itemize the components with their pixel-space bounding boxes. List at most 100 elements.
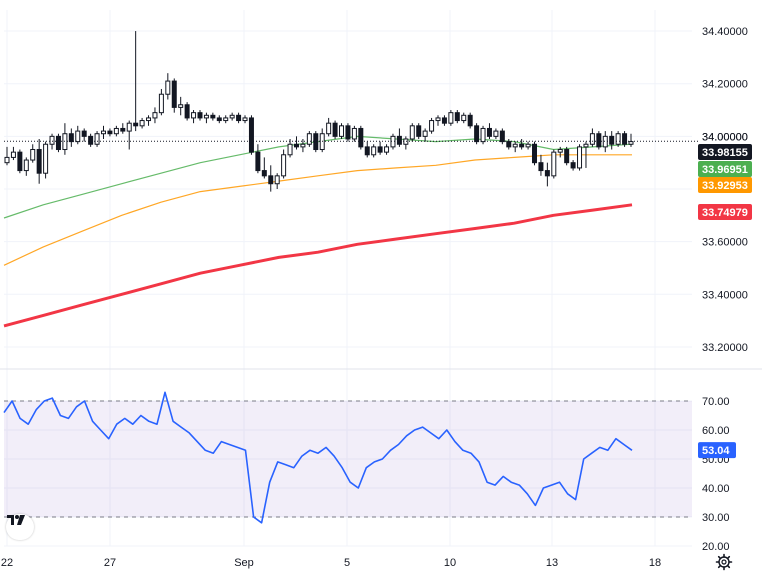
candle: [499, 128, 505, 145]
candle: [332, 120, 338, 139]
candle: [557, 146, 563, 158]
candle: [197, 110, 203, 121]
candle: [602, 131, 608, 153]
candle: [416, 123, 422, 139]
candle-body: [248, 117, 254, 153]
candle-body: [499, 130, 505, 143]
candle-body: [377, 146, 383, 153]
price-axis-label: 33.20000: [702, 342, 748, 354]
candle: [532, 141, 538, 166]
candle-body: [493, 130, 499, 137]
candle: [351, 125, 357, 142]
candle: [564, 146, 570, 166]
candle-body: [628, 141, 634, 145]
candle-body: [409, 125, 415, 140]
tradingview-logo[interactable]: [6, 514, 34, 540]
rsi-line: [3, 391, 633, 524]
candle-body: [602, 135, 608, 148]
candle: [544, 162, 550, 187]
price-axis-label-covered: 34.00000: [702, 131, 748, 143]
candle-body: [557, 149, 563, 153]
candle: [68, 128, 74, 147]
candle-body: [532, 143, 538, 164]
candlesticks: [4, 31, 634, 192]
candle: [242, 115, 248, 124]
price-labels: 34.00000 33.98155 33.96951 33.92953 33.74979…: [698, 131, 752, 459]
candle-body: [358, 127, 364, 148]
candle: [248, 115, 254, 155]
candle-body: [422, 130, 428, 137]
candle-body: [474, 125, 480, 143]
candle-body: [171, 80, 177, 108]
candle: [146, 115, 152, 126]
candle-body: [506, 141, 512, 148]
price-badge: 33.92953: [698, 177, 752, 193]
candle: [422, 128, 428, 142]
rsi-pane: [3, 391, 692, 524]
candle: [409, 123, 415, 142]
candle: [287, 138, 293, 158]
candle: [55, 133, 61, 153]
candle-body: [351, 127, 357, 140]
candle: [126, 120, 132, 150]
settings-button[interactable]: [715, 553, 733, 571]
candle: [158, 88, 164, 116]
candle-body: [120, 127, 126, 132]
price-badge: 33.98155: [698, 144, 752, 160]
candle-body: [55, 135, 61, 151]
candle: [81, 128, 87, 142]
candle-body: [139, 120, 145, 127]
time-axis[interactable]: 22 27 Sep 5 10 13 18: [1, 557, 661, 569]
candle-body: [448, 112, 454, 124]
candle-body: [293, 143, 299, 148]
candle-body: [152, 112, 158, 119]
candle-body: [396, 135, 402, 145]
candle-body: [589, 133, 595, 145]
candle: [293, 136, 299, 150]
candle: [255, 144, 261, 174]
candle: [88, 133, 94, 147]
candle: [538, 154, 544, 176]
candle-body: [609, 135, 615, 145]
candle-body: [68, 133, 74, 143]
candle: [100, 125, 106, 139]
candle: [339, 123, 345, 139]
price-badge-bg: [698, 177, 752, 193]
price-axis[interactable]: 34.4000034.2000034.0000033.8000033.60000…: [702, 26, 748, 354]
candle: [461, 112, 467, 124]
candle-body: [255, 151, 261, 172]
candle-body: [551, 151, 557, 177]
candle-body: [49, 135, 55, 145]
candle-body: [30, 149, 36, 161]
time-axis-label: 27: [104, 557, 116, 569]
candle: [615, 131, 621, 147]
candle: [210, 112, 216, 121]
candle: [107, 128, 113, 137]
candle-body: [23, 159, 29, 172]
time-axis-label: 22: [1, 557, 13, 569]
rsi-axis-label: 70.00: [702, 396, 730, 408]
candle-body: [113, 127, 119, 135]
price-badge-value: 33.98155: [702, 147, 748, 159]
candle-body: [300, 143, 306, 148]
candle: [493, 128, 499, 139]
candle-body: [203, 114, 209, 119]
candle-body: [364, 146, 370, 156]
candle: [281, 149, 287, 179]
moving-averages: [3, 135, 633, 328]
candle-body: [577, 146, 583, 169]
candle-body: [107, 130, 113, 135]
candle: [171, 78, 177, 113]
candle-body: [178, 104, 184, 108]
candle: [319, 128, 325, 153]
candle-body: [274, 175, 280, 185]
candle-body: [429, 120, 435, 132]
candle: [300, 138, 306, 153]
candle-body: [94, 133, 100, 145]
price-badge-bg: [698, 204, 752, 220]
time-axis-label: 5: [344, 557, 350, 569]
candle: [403, 136, 409, 150]
